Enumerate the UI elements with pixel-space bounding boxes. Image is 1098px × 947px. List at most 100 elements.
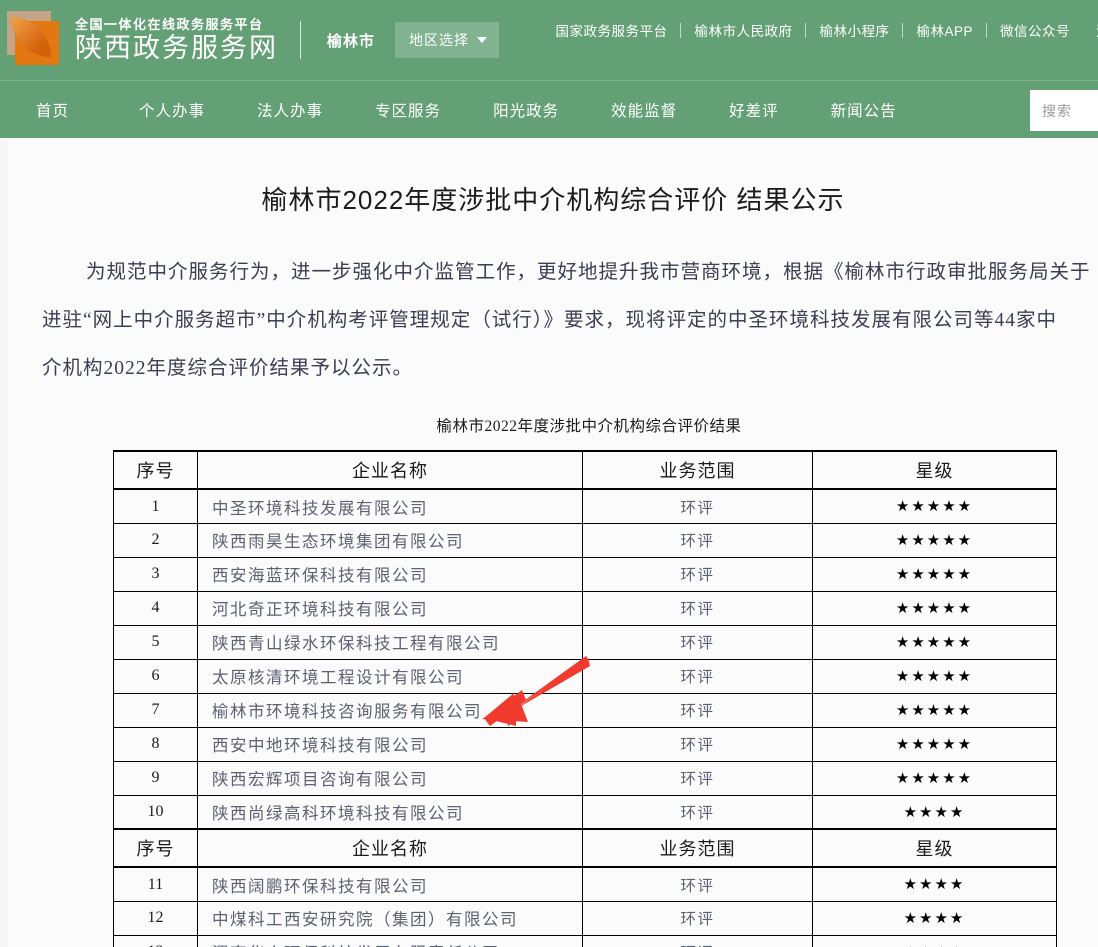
cell-rating: ★★★★★ <box>812 692 1057 728</box>
site-logo-icon[interactable] <box>3 9 65 71</box>
table-row: 7 榆林市环境科技咨询服务有限公司 环评 ★★★★★ <box>113 692 1057 728</box>
cell-scope: 环评 <box>582 934 813 947</box>
top-link-national-platform[interactable]: 国家政务服务平台 <box>555 24 668 39</box>
document-panel: 榆林市2022年度涉批中介机构综合评价 结果公示 为规范中介服务行为，进一步强化… <box>8 138 1098 947</box>
table-row-highlighted: 4 河北奇正环境科技有限公司 环评 ★★★★★ <box>113 590 1057 626</box>
cell-scope: 环评 <box>582 866 813 902</box>
divider <box>902 22 904 38</box>
cell-rating: ★★★★★ <box>812 590 1057 626</box>
column-header-name: 企业名称 <box>197 828 583 869</box>
paragraph-line-3: 介机构2022年度综合评价结果予以公示。 <box>42 357 414 379</box>
cell-scope: 环评 <box>582 726 813 762</box>
table-caption: 榆林市2022年度涉批中介机构综合评价结果 <box>436 418 742 436</box>
column-header-rating: 星级 <box>812 828 1057 869</box>
cell-index: 11 <box>113 866 198 902</box>
table-body: 序号 企业名称 业务范围 星级 1 中圣环境科技发展有限公司 环评 ★★★★★ … <box>113 450 1057 947</box>
cell-rating: ★★★★★ <box>812 488 1057 524</box>
cell-scope: 环评 <box>582 794 813 830</box>
divider <box>986 22 987 38</box>
column-header-scope: 业务范围 <box>582 450 813 491</box>
page-title: 榆林市2022年度涉批中介机构综合评价 结果公示 <box>261 185 845 215</box>
nav-item-zone[interactable]: 专区服务 <box>375 103 442 120</box>
nav-item-sunshine[interactable]: 阳光政务 <box>493 103 560 120</box>
nav-item-legal[interactable]: 法人办事 <box>257 103 324 120</box>
table-row: 11 陕西阔鹏环保科技有限公司 环评 ★★★★ <box>113 866 1057 902</box>
nav-item-personal[interactable]: 个人办事 <box>139 103 206 120</box>
cell-index: 9 <box>113 760 198 796</box>
table-row: 5 陕西青山绿水环保科技工程有限公司 环评 ★★★★★ <box>113 624 1057 660</box>
cell-name: 中圣环境科技发展有限公司 <box>197 488 583 524</box>
cell-scope: 环评 <box>582 900 813 936</box>
search-input[interactable] <box>1030 90 1098 131</box>
table-header-row: 序号 企业名称 业务范围 星级 <box>113 450 1057 491</box>
cell-index: 4 <box>113 590 198 626</box>
cell-scope: 环评 <box>582 590 813 626</box>
cell-scope: 环评 <box>582 522 813 558</box>
top-link-mini-program[interactable]: 榆林小程序 <box>819 24 890 39</box>
column-header-index: 序号 <box>113 828 198 869</box>
cell-index: 2 <box>113 522 198 558</box>
cell-scope: 环评 <box>582 624 813 660</box>
cell-rating: ★★★★★ <box>812 760 1057 796</box>
cell-name: 西安中地环境科技有限公司 <box>197 726 583 762</box>
nav-item-news[interactable]: 新闻公告 <box>830 103 897 120</box>
cell-index: 8 <box>113 726 198 762</box>
divider <box>680 22 682 38</box>
cell-rating: ★★★★★ <box>812 556 1057 592</box>
cell-rating: ★★★★★ <box>812 522 1057 558</box>
column-header-scope: 业务范围 <box>582 828 813 869</box>
table-row: 3 西安海蓝环保科技有限公司 环评 ★★★★★ <box>113 556 1057 592</box>
nav-item-supervision[interactable]: 效能监督 <box>611 103 678 120</box>
cell-index: 7 <box>113 692 198 728</box>
top-link-wechat-account[interactable]: 微信公众号 <box>1000 24 1070 39</box>
cell-index: 13 <box>113 934 198 947</box>
evaluation-results-table: 序号 企业名称 业务范围 星级 1 中圣环境科技发展有限公司 环评 ★★★★★ … <box>113 450 1057 947</box>
announcement-body: 为规范中介服务行为，进一步强化中介监管工作，更好地提升我市营商环境，根据《榆林市… <box>8 249 1098 392</box>
cell-index: 10 <box>113 794 198 830</box>
cell-rating: ★★★★★ <box>812 624 1057 660</box>
table-row: 9 陕西宏辉项目咨询有限公司 环评 ★★★★★ <box>113 760 1057 796</box>
cell-name: 渭南华山环保科技发展有限责任公司 <box>197 934 583 947</box>
paragraph-line-2: 进驻“网上中介服务超市”中介机构考评管理规定（试行）》要求，现将评定的中圣环境科… <box>42 309 1058 331</box>
chevron-down-icon <box>477 37 488 43</box>
paragraph-text-1: 为规范中介服务行为，进一步强化中介监管工作，更好地提升我市营商环境，根据《榆林市… <box>86 262 1091 283</box>
cell-scope: 环评 <box>582 692 813 728</box>
top-link-register[interactable]: 注册 <box>1083 20 1098 40</box>
content-area: 榆林市2022年度涉批中介机构综合评价 结果公示 为规范中介服务行为，进一步强化… <box>0 138 1098 947</box>
main-navigation: 首页 个人办事 法人办事 专区服务 阳光政务 效能监督 好差评 新闻公告 <box>0 80 1098 138</box>
top-link-app[interactable]: 榆林APP <box>916 24 973 39</box>
nav-item-review[interactable]: 好差评 <box>729 103 779 120</box>
table-row: 1 中圣环境科技发展有限公司 环评 ★★★★★ <box>113 488 1057 524</box>
cell-name: 陕西青山绿水环保科技工程有限公司 <box>197 624 583 660</box>
table-row: 10 陕西尚绿高科环境科技有限公司 环评 ★★★★ <box>113 794 1057 830</box>
table-row: 12 中煤科工西安研究院（集团）有限公司 环评 ★★★★ <box>113 900 1057 936</box>
table-row: 13 渭南华山环保科技发展有限责任公司 环评 ★★★★ <box>113 934 1057 947</box>
current-city-label: 榆林市 <box>327 32 376 50</box>
nav-item-home[interactable]: 首页 <box>36 103 70 120</box>
top-utility-links: 国家政务服务平台 榆林市人民政府 榆林小程序 榆林APP 微信公众号 注册 <box>542 20 1098 40</box>
cell-index: 12 <box>113 900 198 936</box>
region-select-label: 地区选择 <box>409 32 470 48</box>
cell-rating: ★★★★ <box>812 866 1057 902</box>
top-link-city-government[interactable]: 榆林市人民政府 <box>694 24 793 39</box>
cell-rating: ★★★★ <box>812 900 1057 936</box>
brand-divider <box>300 21 301 59</box>
cell-rating: ★★★★ <box>812 934 1057 947</box>
cell-scope: 环评 <box>582 488 813 524</box>
cell-name: 河北奇正环境科技有限公司 <box>197 590 583 626</box>
cell-index: 6 <box>113 658 198 694</box>
table-header-row-repeat: 序号 企业名称 业务范围 星级 <box>113 828 1057 869</box>
cell-index: 1 <box>113 488 198 524</box>
cell-name: 中煤科工西安研究院（集团）有限公司 <box>197 900 583 936</box>
region-select-button[interactable]: 地区选择 <box>395 22 500 58</box>
paragraph-line-1: 为规范中介服务行为，进一步强化中介监管工作，更好地提升我市营商环境，根据《榆林市… <box>42 249 1098 297</box>
table-row: 6 太原核清环境工程设计有限公司 环评 ★★★★★ <box>113 658 1057 694</box>
cell-name: 榆林市环境科技咨询服务有限公司 <box>197 692 583 728</box>
brand-title: 陕西政务服务网 <box>75 33 278 63</box>
cell-index: 5 <box>113 624 198 660</box>
cell-scope: 环评 <box>582 658 813 694</box>
cell-name: 陕西阔鹏环保科技有限公司 <box>197 866 583 902</box>
column-header-rating: 星级 <box>812 450 1057 491</box>
cell-name: 太原核清环境工程设计有限公司 <box>197 658 583 694</box>
divider <box>805 22 807 38</box>
